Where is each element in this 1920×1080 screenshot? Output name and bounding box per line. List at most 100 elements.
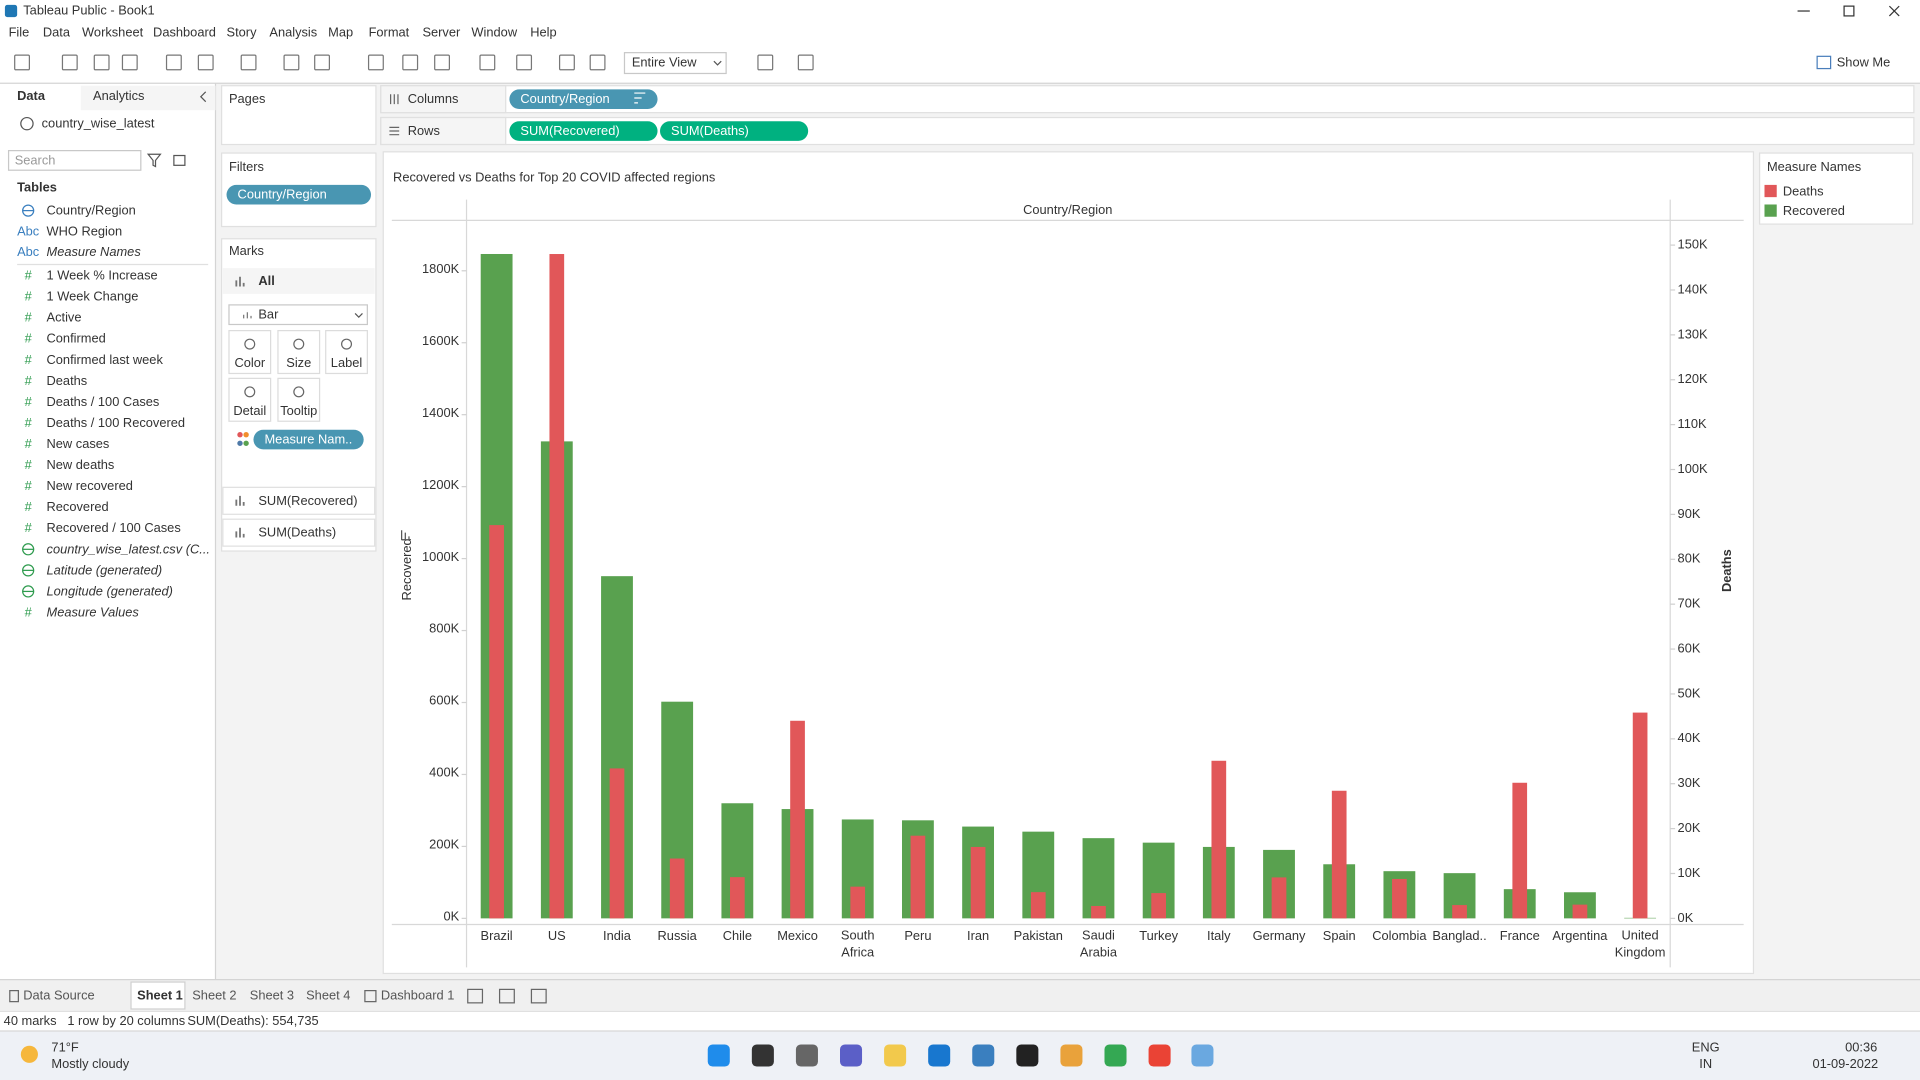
bar: [970, 846, 986, 919]
field-name[interactable]: Measure Values: [47, 604, 140, 619]
field-name[interactable]: country_wise_latest.csv (C...: [47, 541, 210, 556]
field-name[interactable]: Latitude (generated): [47, 562, 163, 577]
y2-tick-label: 20K: [1678, 820, 1701, 835]
sheet-tab[interactable]: Sheet 1: [137, 988, 183, 1003]
x-tick-label: Russia: [658, 928, 698, 943]
field-name[interactable]: Active: [47, 310, 82, 325]
mark-button-label[interactable]: Color: [234, 355, 265, 370]
measure-row: [222, 518, 376, 547]
field-name[interactable]: 1 Week % Increase: [47, 268, 158, 283]
field-name[interactable]: Longitude (generated): [47, 583, 173, 598]
bar: [1030, 892, 1046, 919]
menu-item[interactable]: Format: [369, 24, 410, 39]
taskbar-app: [1060, 1044, 1083, 1067]
toolbar-icon: [14, 54, 31, 71]
field-name[interactable]: New recovered: [47, 478, 133, 493]
field-type-icon: Abc: [17, 244, 40, 259]
view-dropdown-text[interactable]: Entire View: [632, 54, 697, 69]
taskbar-app: [795, 1044, 818, 1067]
taskbar-app: [840, 1044, 863, 1067]
menu-item[interactable]: Map: [328, 24, 353, 39]
menu-item[interactable]: Dashboard: [153, 24, 216, 39]
shelf-pill[interactable]: SUM(Deaths): [671, 123, 749, 138]
mark-button-label[interactable]: Tooltip: [280, 403, 317, 418]
field-name[interactable]: Deaths: [47, 373, 88, 388]
field-name[interactable]: New deaths: [47, 457, 115, 472]
legend-label[interactable]: Deaths: [1783, 184, 1824, 199]
search-placeholder[interactable]: Search: [15, 152, 56, 167]
analytics-tab[interactable]: Analytics: [93, 88, 144, 103]
marks-pill-bg: [253, 429, 364, 450]
y2-tick-label: 40K: [1678, 730, 1701, 745]
toolbar-icon: [479, 54, 496, 71]
field-type-icon: #: [25, 268, 33, 283]
y2-tick-label: 90K: [1678, 506, 1701, 521]
field-name[interactable]: Country/Region: [47, 203, 136, 218]
dashboard-icon: [364, 990, 377, 1003]
field-name[interactable]: Confirmed: [47, 331, 106, 346]
field-type-icon: #: [25, 310, 33, 325]
mark-button-label[interactable]: Detail: [233, 403, 266, 418]
shelf-pill[interactable]: SUM(Recovered): [520, 123, 619, 138]
y2-tick-label: 130K: [1678, 326, 1708, 341]
sheet-tab[interactable]: Sheet 4: [306, 988, 350, 1003]
menu-item[interactable]: Help: [530, 24, 556, 39]
field-name[interactable]: Deaths / 100 Recovered: [47, 415, 186, 430]
mark-type[interactable]: Bar: [258, 307, 279, 322]
field-name[interactable]: Deaths / 100 Cases: [47, 394, 160, 409]
menu-item[interactable]: Worksheet: [82, 24, 144, 39]
sheet-tab[interactable]: Dashboard 1: [381, 988, 455, 1003]
shelf-pill-bg: [509, 121, 658, 141]
legend-title: Measure Names: [1767, 159, 1861, 174]
marks-pill[interactable]: Measure Nam..: [264, 432, 352, 447]
x-tick-label: Saudi Arabia: [1080, 928, 1118, 960]
sheet-tab[interactable]: Sheet 2: [192, 988, 236, 1003]
bar: [1452, 905, 1467, 919]
taskbar-app: [751, 1044, 774, 1067]
field-type-icon: #: [25, 394, 33, 409]
menu-item[interactable]: Analysis: [269, 24, 317, 39]
field-name[interactable]: Confirmed last week: [47, 352, 164, 367]
y2-tick-label: 140K: [1678, 281, 1708, 296]
mark-button-label[interactable]: Size: [286, 355, 311, 370]
menu-item[interactable]: Story: [227, 24, 258, 39]
filter-pill-bg: [226, 184, 372, 205]
maximize-button: [1843, 5, 1855, 17]
menu-item[interactable]: Window: [471, 24, 517, 39]
shelf-pill[interactable]: Country/Region: [520, 91, 609, 106]
menu-item[interactable]: Server: [422, 24, 461, 39]
legend: [1758, 152, 1914, 225]
color-icon: [243, 440, 249, 446]
field-name[interactable]: New cases: [47, 436, 110, 451]
filter-pill[interactable]: Country/Region: [238, 187, 327, 202]
data-source-name[interactable]: country_wise_latest: [42, 116, 155, 131]
taskbar-app: [1148, 1044, 1171, 1067]
field-name[interactable]: Measure Names: [47, 244, 142, 259]
sheet-tab[interactable]: Sheet 3: [250, 988, 294, 1003]
x-tick-label: US: [548, 928, 566, 943]
y-tick-label: 200K: [429, 837, 459, 852]
measure-tab[interactable]: SUM(Recovered): [258, 493, 357, 508]
show-me-button[interactable]: Show Me: [1837, 54, 1891, 69]
legend-label[interactable]: Recovered: [1783, 203, 1845, 218]
measure-tab[interactable]: SUM(Deaths): [258, 525, 336, 540]
field-name[interactable]: Recovered / 100 Cases: [47, 520, 181, 535]
field-name[interactable]: WHO Region: [47, 223, 123, 238]
x-tick-label: Iran: [967, 928, 989, 943]
marks-scope[interactable]: All: [258, 273, 274, 288]
menu-item[interactable]: Data: [43, 24, 71, 39]
bar: [1151, 893, 1166, 919]
chart-panel: [382, 151, 1755, 975]
sheet-tab[interactable]: Data Source: [23, 988, 94, 1003]
field-name[interactable]: Recovered: [47, 499, 109, 514]
bar-icon: [243, 312, 252, 319]
toolbar-icon: [93, 54, 110, 71]
menu-item[interactable]: File: [9, 24, 30, 39]
bar: [1271, 877, 1287, 919]
mark-button: [325, 330, 368, 375]
y-tick-label: 1200K: [422, 477, 460, 492]
field-name[interactable]: 1 Week Change: [47, 289, 139, 304]
mark-button-label[interactable]: Label: [331, 355, 362, 370]
data-tab[interactable]: Data: [17, 88, 46, 103]
